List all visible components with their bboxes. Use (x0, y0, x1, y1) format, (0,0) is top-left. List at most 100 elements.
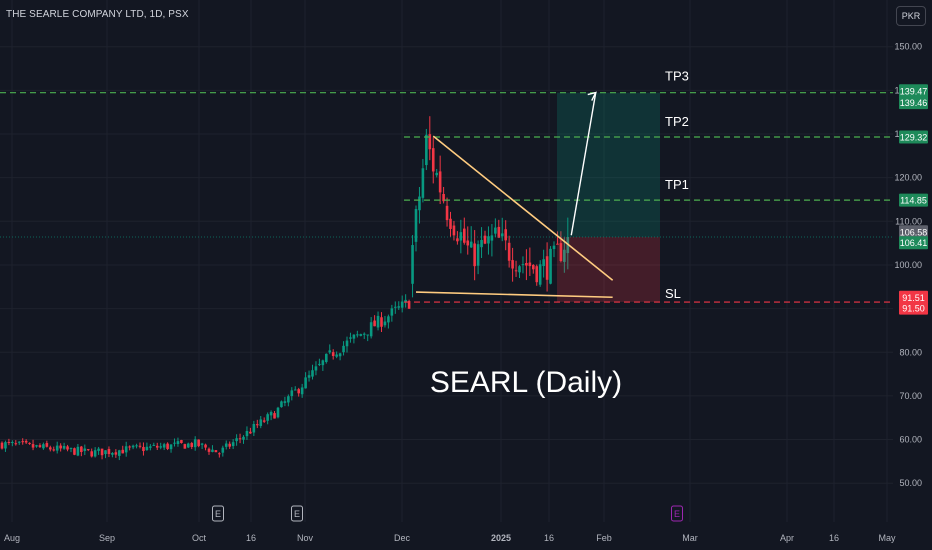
candle-body (152, 444, 156, 446)
candle-body (42, 444, 45, 449)
earnings-marker-label: E (294, 509, 300, 519)
candle-body (494, 227, 497, 234)
candle-body (407, 301, 411, 309)
candle-body (449, 218, 452, 229)
candle-body (380, 317, 383, 327)
candle-body (552, 245, 556, 250)
candle-body (259, 419, 263, 426)
candle-body (497, 226, 501, 238)
price-badge-text: 129.32 (900, 132, 928, 142)
x-tick-label: Aug (4, 533, 20, 543)
candle-body (145, 446, 149, 451)
triangle-lower-trendline (415, 291, 613, 299)
price-badge: 139.47 (899, 84, 928, 98)
candle-body (304, 377, 307, 389)
candle-body (500, 233, 504, 237)
candle-body (114, 452, 118, 455)
candle-body (11, 441, 14, 443)
candle-body (559, 243, 563, 262)
candle-body (545, 256, 549, 280)
x-tick-label: May (878, 533, 896, 543)
candle-body (86, 449, 90, 451)
candle-body (528, 262, 532, 267)
candle-body (173, 442, 176, 444)
candle-body (245, 430, 249, 437)
candle-body (549, 248, 552, 284)
candle-body (124, 446, 128, 453)
candle-body (193, 439, 197, 448)
candle-body (335, 354, 338, 357)
candle-body (183, 444, 187, 449)
earnings-marker: E (212, 505, 224, 522)
price-badge: 129.32 (899, 130, 928, 144)
candle-body (221, 447, 225, 453)
candle-body (469, 241, 473, 248)
candle-body (204, 444, 207, 448)
price-badge: 91.51 (899, 290, 928, 304)
candle-body (276, 407, 280, 418)
candle-body (90, 451, 93, 457)
candle-body (421, 168, 425, 198)
candle-body (290, 390, 294, 397)
candle-body (342, 345, 345, 353)
candle-body (404, 299, 407, 302)
candle-body (69, 447, 73, 449)
candle-body (466, 240, 470, 246)
y-tick-label: 60.00 (899, 435, 922, 445)
candle-body (414, 209, 418, 242)
candle-body (131, 445, 135, 448)
currency-button[interactable]: PKR (896, 6, 926, 26)
candle-body (514, 270, 518, 272)
candle-body (369, 322, 373, 337)
candle-body (349, 337, 352, 339)
candle-body (252, 424, 256, 433)
candle-body (473, 243, 476, 267)
candle-body (128, 446, 131, 448)
candle-body (176, 441, 180, 445)
candle-body (52, 449, 56, 451)
candle-body (55, 445, 59, 451)
target-arrowhead (587, 91, 598, 101)
level-label-tp2: TP2 (665, 114, 689, 129)
price-badge-bg (899, 301, 928, 315)
candle-body (359, 334, 363, 336)
x-tick-label: 16 (829, 533, 839, 543)
candle-body (331, 352, 335, 357)
candle-body (300, 387, 304, 395)
candle-body (321, 360, 325, 366)
candle-body (0, 442, 4, 449)
price-badge: 139.46 (899, 96, 928, 110)
candle-body (394, 306, 397, 308)
candle-body (97, 448, 100, 451)
price-badge-bg (899, 130, 928, 144)
candle-body (542, 259, 545, 267)
x-tick-label: Feb (596, 533, 612, 543)
candle-body (224, 443, 228, 447)
candle-body (376, 315, 380, 328)
candle-body (387, 316, 390, 323)
candle-body (207, 448, 211, 452)
candle-body (293, 389, 297, 391)
candle-body (14, 443, 18, 445)
candle-body (445, 205, 449, 221)
price-badge-bg (899, 236, 928, 250)
x-tick-label: Mar (682, 533, 698, 543)
price-badge-text: 139.46 (900, 98, 928, 108)
candle-body (76, 446, 80, 456)
candle-body (535, 266, 539, 283)
candle-body (518, 266, 521, 273)
y-tick-label: 110.00 (895, 216, 922, 226)
candle-body (62, 445, 66, 449)
earnings-marker-box (212, 505, 224, 522)
candle-body (287, 396, 290, 403)
candle-body (24, 440, 28, 443)
candle-body (532, 264, 535, 270)
candle-body (83, 448, 87, 451)
candle-body (397, 306, 401, 308)
candle-body (297, 389, 300, 394)
candle-body (73, 448, 76, 455)
candle-body (228, 443, 231, 447)
candle-body (390, 308, 394, 316)
earnings-marker-label: E (215, 509, 221, 519)
